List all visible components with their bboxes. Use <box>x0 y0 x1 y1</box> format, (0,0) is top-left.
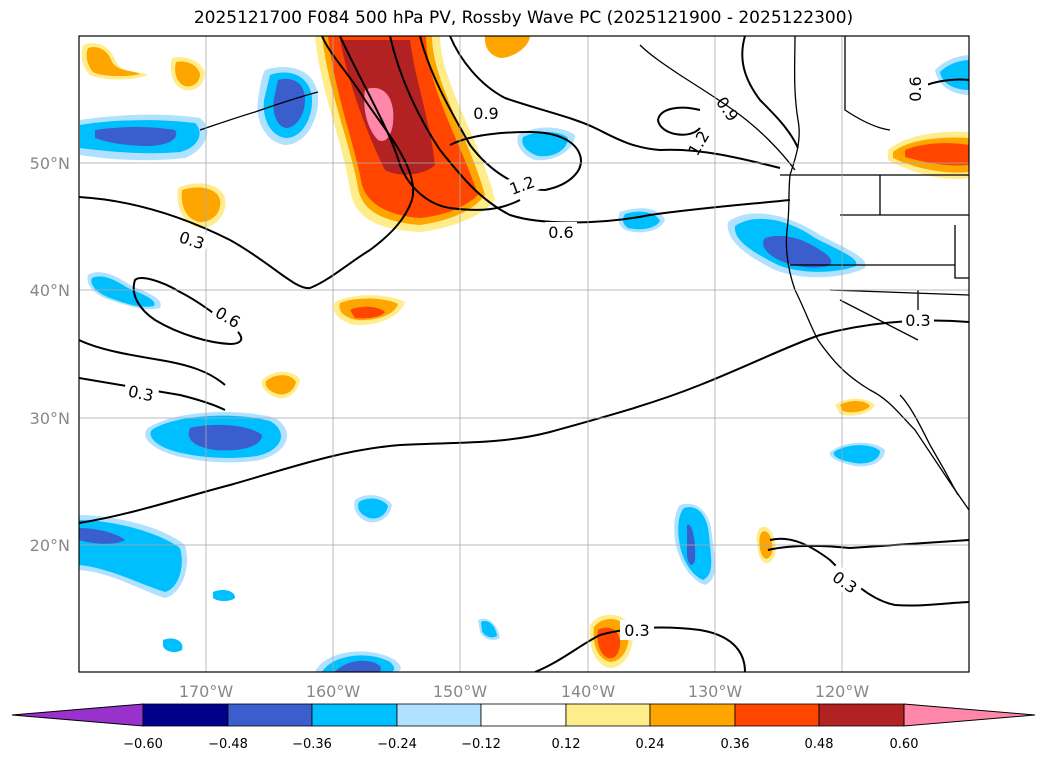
colorbar-extend-high <box>903 703 1036 727</box>
lat-tick-label: 50°N <box>30 154 70 173</box>
colorbar-segment <box>396 703 482 727</box>
lat-tick-label: 30°N <box>30 409 70 428</box>
colorbar-tick: −0.24 <box>377 737 417 752</box>
lat-tick-label: 40°N <box>30 281 70 300</box>
lon-tick-label: 160°W <box>306 682 361 701</box>
pv-anomaly-fills <box>79 36 969 672</box>
lon-tick-label: 170°W <box>179 682 234 701</box>
lon-tick-label: 130°W <box>688 682 743 701</box>
coastlines <box>199 36 969 511</box>
contour-label-6: 0.3 <box>905 311 930 330</box>
colorbar-tick: 0.36 <box>721 737 750 752</box>
colorbar-segment <box>142 703 229 727</box>
contour-label-0: 0.9 <box>473 104 498 123</box>
lon-axis-labels: 170°W 160°W 150°W 140°W 130°W 120°W <box>179 682 870 701</box>
colorbar-segment <box>734 703 820 727</box>
contour-label-5: 0.3 <box>126 382 155 406</box>
lat-axis-labels: 50°N 40°N 30°N 20°N <box>30 154 70 555</box>
colorbar-tick: 0.12 <box>552 737 581 752</box>
pc-contours <box>79 36 969 672</box>
colorbar-segment <box>649 703 736 727</box>
plot-frame <box>78 35 970 673</box>
graticule <box>79 36 969 672</box>
colorbar-tick: −0.12 <box>461 737 501 752</box>
colorbar-tick: −0.60 <box>123 737 163 752</box>
contour-label-8: 0.3 <box>624 621 649 640</box>
colorbar: −0.60 −0.48 −0.36 −0.24 −0.12 0.12 0.24 … <box>11 703 1036 752</box>
colorbar-segment <box>311 703 398 727</box>
lon-tick-label: 150°W <box>433 682 488 701</box>
contour-label-2: 0.6 <box>548 223 573 242</box>
colorbar-segment <box>480 703 567 727</box>
colorbar-segment <box>818 703 905 727</box>
lon-tick-label: 120°W <box>815 682 870 701</box>
colorbar-extend-low <box>11 703 144 727</box>
colorbar-tick: 0.60 <box>890 737 919 752</box>
colorbar-tick: −0.36 <box>292 737 332 752</box>
colorbar-tick: −0.48 <box>208 737 248 752</box>
colorbar-tick: 0.24 <box>636 737 665 752</box>
contour-label-9: 0.6 <box>906 76 925 101</box>
map-title: 2025121700 F084 500 hPa PV, Rossby Wave … <box>193 8 854 28</box>
colorbar-segment <box>227 703 313 727</box>
colorbar-tick: 0.48 <box>805 737 834 752</box>
lat-tick-label: 20°N <box>30 536 70 555</box>
colorbar-segment <box>565 703 651 727</box>
lon-tick-label: 140°W <box>561 682 616 701</box>
